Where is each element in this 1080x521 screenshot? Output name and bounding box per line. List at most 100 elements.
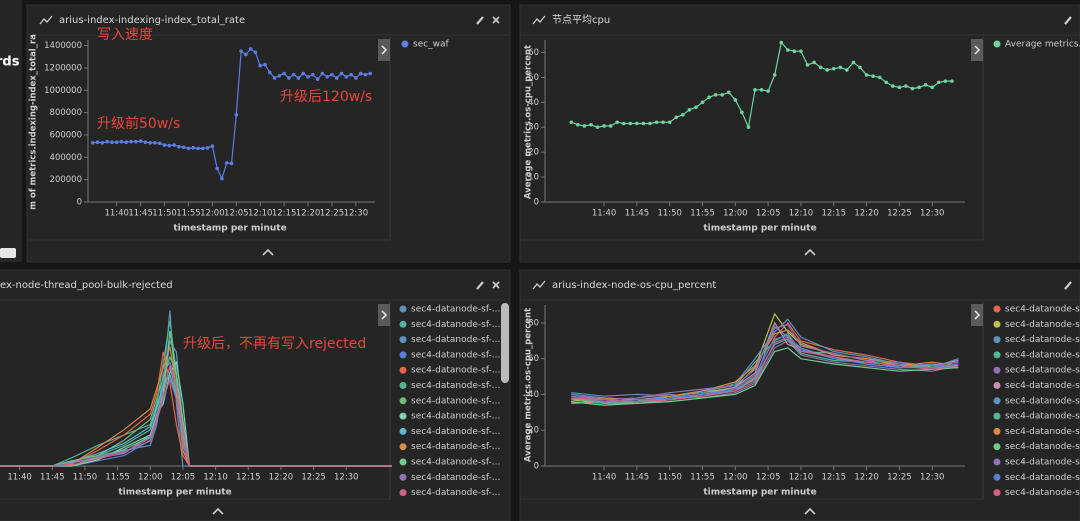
x-tick-label: 12:20 <box>854 209 879 219</box>
legend-label[interactable]: Average metrics.os <box>1005 40 1080 50</box>
legend-label[interactable]: sec4-datanode-sf-... <box>411 396 500 406</box>
y-axis-label: Average metrics.os-cpu_percent <box>524 308 534 462</box>
legend-label[interactable]: sec4-datanode-sf-... <box>1005 396 1080 406</box>
legend-label[interactable]: sec4-datanode-sf-... <box>411 335 500 345</box>
data-point <box>177 144 181 149</box>
legend-swatch <box>399 320 407 328</box>
data-point <box>936 80 941 85</box>
legend-toggle[interactable] <box>971 304 983 326</box>
x-axis-label: timestamp per minute <box>173 224 286 234</box>
x-tick-label: 12:25 <box>320 209 345 219</box>
legend-swatch <box>993 427 1001 435</box>
x-tick-label: 12:15 <box>822 209 847 219</box>
data-point <box>608 124 613 128</box>
legend-toggle[interactable] <box>378 39 390 61</box>
close-icon[interactable] <box>492 16 500 24</box>
data-point <box>864 73 869 77</box>
legend-label[interactable]: sec4-datanode-sf-... <box>1005 427 1080 437</box>
legend-label[interactable]: sec4-datanode-sf-... <box>1005 305 1080 315</box>
data-point <box>635 121 639 126</box>
legend-scrollbar[interactable] <box>501 303 509 383</box>
x-tick-label: 11:50 <box>657 473 682 483</box>
legend-label[interactable]: sec4-datanode-sf-... <box>1005 488 1080 498</box>
legend-swatch <box>401 40 409 48</box>
sidebar-input[interactable] <box>0 248 16 258</box>
legend-swatch <box>993 336 1001 344</box>
data-point <box>330 72 334 77</box>
legend-label[interactable]: sec4-datanode-sf-... <box>411 320 500 330</box>
legend-toggle[interactable] <box>971 39 983 61</box>
legend-label[interactable]: sec4-datanode-sf-... <box>1005 366 1080 376</box>
legend-label[interactable]: sec4-datanode-sf-... <box>411 305 500 315</box>
legend-swatch <box>399 305 407 313</box>
x-tick-label: 12:15 <box>822 473 847 483</box>
edit-icon[interactable] <box>476 281 484 290</box>
legend-toggle[interactable] <box>378 304 390 326</box>
collapse-caret[interactable] <box>212 507 224 515</box>
x-tick-label: 11:50 <box>73 473 98 483</box>
edit-icon[interactable] <box>476 16 484 25</box>
legend-label[interactable]: sec4-datanode-sf-... <box>1005 473 1080 483</box>
legend-label[interactable]: sec4-datanode-sf-... <box>411 488 500 498</box>
data-point <box>267 70 272 75</box>
panel-icon <box>532 15 546 25</box>
legend-label[interactable]: sec4-datanode-sf-... <box>1005 320 1080 330</box>
collapse-caret[interactable] <box>804 248 816 256</box>
legend-label[interactable]: sec4-datanode-sf-... <box>411 381 500 391</box>
legend-label[interactable]: sec_waf <box>413 40 450 50</box>
panel <box>0 269 511 521</box>
x-tick-label: 11:50 <box>152 209 177 219</box>
legend-label[interactable]: sec4-datanode-sf-... <box>1005 335 1080 345</box>
legend-label[interactable]: sec4-datanode-sf-... <box>411 442 500 452</box>
data-point <box>884 80 889 85</box>
legend-label[interactable]: sec4-datanode-sf-... <box>411 366 500 376</box>
collapse-caret[interactable] <box>262 248 274 256</box>
x-axis-label: timestamp per minute <box>118 488 231 498</box>
y-tick-label: 60 <box>528 48 539 58</box>
data-point <box>105 139 109 144</box>
close-icon[interactable] <box>492 281 500 289</box>
collapse-caret[interactable] <box>804 507 816 515</box>
legend-label[interactable]: sec4-datanode-sf-... <box>411 458 500 468</box>
x-tick-label: 12:15 <box>236 473 261 483</box>
x-tick-label: 11:40 <box>592 473 617 483</box>
legend-swatch <box>399 443 407 451</box>
data-point <box>244 52 248 57</box>
legend-label[interactable]: sec4-datanode-sf-... <box>1005 458 1080 468</box>
legend-label[interactable]: sec4-datanode-sf-... <box>411 350 500 360</box>
x-tick-label: 11:50 <box>657 209 682 219</box>
legend-label[interactable]: sec4-datanode-sf-... <box>411 473 500 483</box>
data-point <box>272 76 277 80</box>
sidebar <box>0 0 22 262</box>
x-tick-label: 11:45 <box>128 209 153 219</box>
edit-icon[interactable] <box>1064 16 1072 25</box>
x-tick-label: 12:20 <box>296 209 321 219</box>
legend-label[interactable]: sec4-datanode-sf-... <box>1005 381 1080 391</box>
data-point <box>196 146 200 151</box>
x-tick-label: 12:25 <box>887 209 912 219</box>
data-point <box>344 75 349 79</box>
x-tick-label: 12:30 <box>920 209 945 219</box>
data-point <box>339 71 344 76</box>
data-point <box>700 100 705 105</box>
legend-label[interactable]: sec4-datanode-sf-... <box>411 427 500 437</box>
data-point <box>713 93 718 97</box>
data-point <box>181 145 186 150</box>
data-point <box>349 72 353 77</box>
data-point <box>720 93 724 97</box>
legend-swatch <box>993 320 1001 328</box>
data-point <box>354 76 358 80</box>
annotation: 升级后120w/s <box>280 89 372 105</box>
legend-toggle-arrow <box>381 310 388 320</box>
data-point <box>234 113 239 117</box>
data-point <box>772 73 777 77</box>
legend-label[interactable]: sec4-datanode-sf-... <box>411 412 500 422</box>
data-point <box>786 48 790 52</box>
legend-swatch <box>993 382 1001 389</box>
legend-label[interactable]: sec4-datanode-sf-... <box>1005 350 1080 360</box>
legend-label[interactable]: sec4-datanode-sf-... <box>1005 442 1080 452</box>
data-point <box>766 89 770 93</box>
data-point <box>114 140 119 145</box>
legend-label[interactable]: sec4-datanode-sf-... <box>1005 412 1080 422</box>
edit-icon[interactable] <box>1064 281 1072 290</box>
